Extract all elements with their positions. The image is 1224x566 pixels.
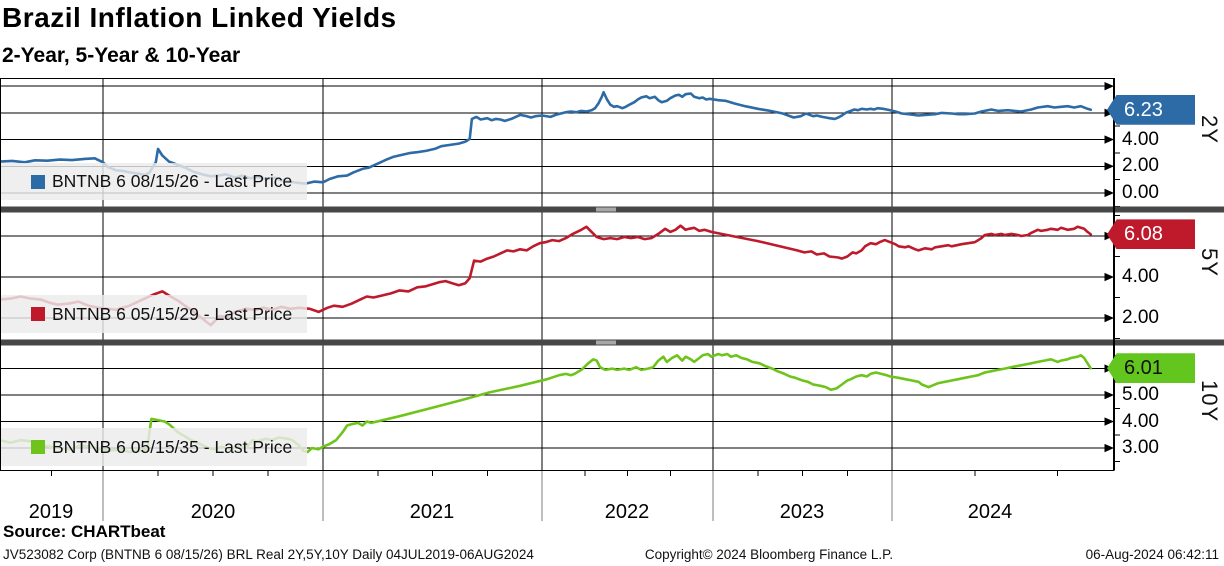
tick-arrow-icon [1104,417,1114,426]
tick-arrow-icon [1104,272,1114,282]
copyright: Copyright© 2024 Bloomberg Finance L.P. [644,547,894,562]
x-axis-year-label: 2021 [409,501,455,523]
legend-box [0,163,307,200]
x-axis-year-label: 2019 [28,501,74,523]
y-tick-label: 4.00 [1122,128,1159,150]
x-axis-year-label: 2023 [779,501,825,523]
divider-drag-handle[interactable] [596,207,616,212]
legend-item-10y[interactable]: BNTNB 6 05/15/35 - Last Price [0,428,307,466]
legend-label-2y: BNTNB 6 08/15/26 - Last Price [52,171,293,191]
chart-subtitle: 2-Year, 5-Year & 10-Year [2,44,241,67]
legend-box [0,295,307,333]
legend-swatch-10y [31,440,45,454]
source-label: Source: CHARTbeat [3,522,166,541]
legend-item-2y[interactable]: BNTNB 6 08/15/26 - Last Price [0,163,307,200]
tick-arrow-icon [1104,162,1114,171]
axis-side-label-5y: 5Y [1197,248,1222,277]
legend-label-5y: BNTNB 6 05/15/29 - Last Price [52,303,293,324]
legend-swatch-2y [31,174,45,189]
legend-label-10y: BNTNB 6 05/15/35 - Last Price [52,436,293,457]
last-price-tag-10y: 6.01 [1107,353,1195,384]
security-info: JV523082 Corp (BNTNB 6 08/15/26) BRL Rea… [3,547,534,562]
timestamp: 06-Aug-2024 06:42:11 [1085,547,1219,562]
axis-side-label-2y: 2Y [1197,114,1222,144]
y-tick-label: 2.00 [1122,307,1159,329]
tick-arrow-icon [1104,188,1114,198]
legend-item-5y[interactable]: BNTNB 6 05/15/29 - Last Price [0,295,307,333]
y-tick-label: 5.00 [1122,384,1159,406]
tick-arrow-icon [1104,135,1114,144]
y-tick-label: 2.00 [1122,155,1159,177]
tick-arrow-icon [1104,443,1114,453]
tick-arrow-icon [1104,313,1114,323]
tick-arrow-icon [1104,81,1114,91]
last-price-tag-2y: 6.23 [1107,94,1195,125]
x-axis-year-label: 2022 [604,501,650,523]
last-price-tag-5y: 6.08 [1107,219,1195,250]
y-tick-label: 0.00 [1122,181,1159,203]
y-tick-label: 4.00 [1122,266,1159,288]
tick-arrow-icon [1104,390,1114,400]
x-axis-year-label: 2024 [967,501,1013,523]
axis-side-label-10y: 10Y [1197,379,1222,422]
y-tick-label: 3.00 [1122,437,1159,459]
legend-swatch-5y [31,307,45,321]
legend-box [0,428,307,466]
divider-drag-handle[interactable] [596,340,616,345]
y-tick-label: 4.00 [1122,410,1159,432]
chart-title: Brazil Inflation Linked Yields [2,2,397,33]
x-axis-year-label: 2020 [190,501,236,523]
